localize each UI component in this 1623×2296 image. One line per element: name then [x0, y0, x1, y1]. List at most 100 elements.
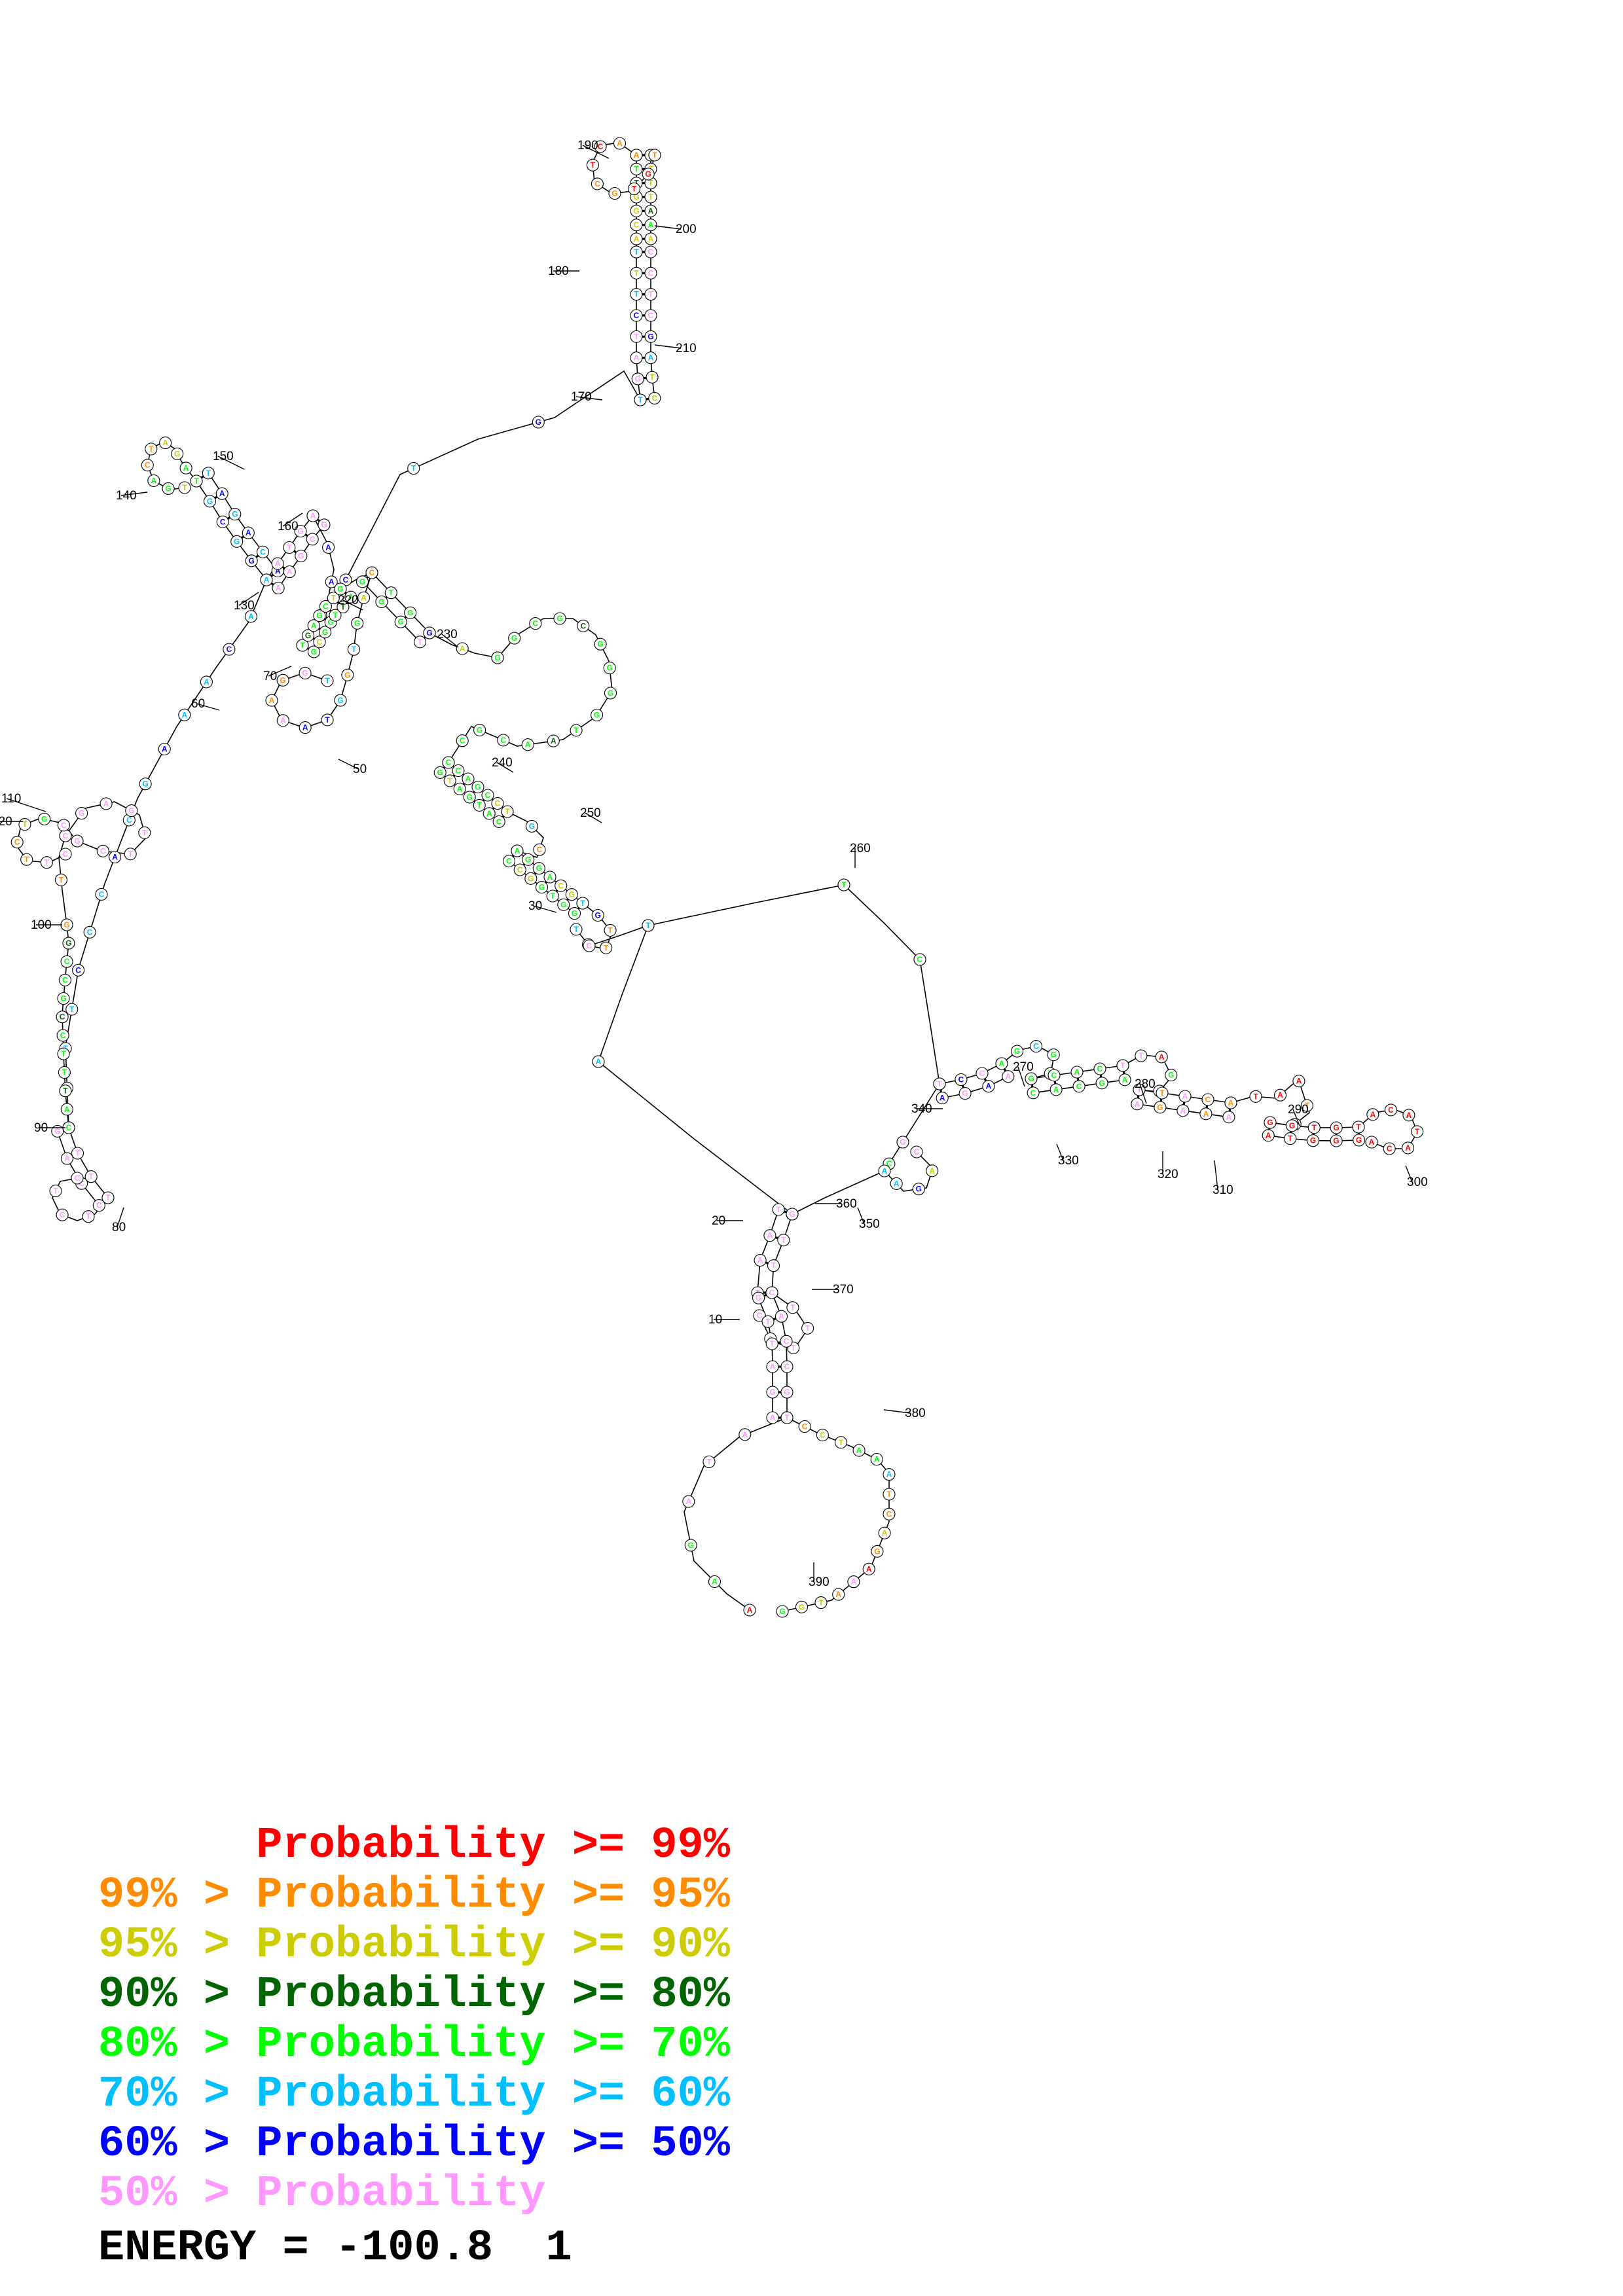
svg-text:230: 230 [437, 628, 458, 641]
svg-text:90: 90 [34, 1121, 48, 1135]
svg-text:A: A [648, 353, 654, 363]
svg-text:G: G [437, 768, 443, 777]
svg-text:T: T [24, 855, 29, 864]
svg-text:G: G [142, 780, 148, 789]
svg-text:T: T [632, 184, 637, 193]
svg-text:A: A [515, 846, 520, 855]
svg-text:A: A [457, 784, 463, 793]
svg-text:A: A [1277, 1090, 1283, 1100]
svg-text:A: A [112, 853, 118, 862]
svg-text:C: C [87, 927, 93, 937]
svg-text:T: T [771, 1261, 776, 1270]
svg-text:T: T [649, 372, 655, 382]
svg-text:G: G [297, 527, 303, 536]
svg-text:C: C [532, 619, 538, 628]
svg-text:G: G [64, 920, 69, 929]
svg-text:360: 360 [836, 1197, 857, 1211]
svg-text:T: T [105, 1193, 111, 1202]
svg-text:T: T [765, 1317, 771, 1326]
svg-text:A: A [151, 476, 156, 485]
svg-text:A: A [1074, 1067, 1080, 1077]
svg-text:A: A [1180, 1106, 1186, 1115]
svg-text:C: C [317, 637, 323, 647]
svg-text:A: A [886, 1470, 892, 1479]
svg-text:A: A [64, 1154, 70, 1163]
svg-text:A: A [882, 1166, 888, 1175]
svg-text:C: C [886, 1509, 892, 1518]
svg-text:A: A [999, 1059, 1005, 1068]
svg-text:T: T [418, 637, 423, 647]
svg-text:G: G [1051, 1050, 1057, 1060]
svg-text:A: A [103, 799, 109, 808]
svg-text:T: T [634, 164, 639, 173]
svg-text:130: 130 [234, 599, 255, 613]
svg-text:C: C [1033, 1042, 1039, 1051]
svg-text:G: G [311, 647, 317, 656]
svg-text:T: T [608, 925, 613, 935]
svg-text:C: C [60, 1013, 65, 1022]
svg-text:C: C [784, 1362, 790, 1371]
svg-text:T: T [646, 921, 651, 930]
svg-text:T: T [477, 800, 483, 810]
svg-text:T: T [389, 588, 394, 598]
svg-text:160: 160 [278, 520, 299, 533]
svg-text:20: 20 [712, 1214, 725, 1228]
svg-text:C: C [648, 311, 654, 320]
svg-text:A: A [1159, 1052, 1165, 1062]
svg-text:A: A [1370, 1110, 1376, 1119]
svg-text:G: G [337, 584, 343, 594]
svg-text:T: T [333, 611, 338, 620]
svg-text:T: T [790, 1303, 795, 1312]
svg-text:A: A [162, 745, 168, 754]
svg-text:G: G [611, 189, 617, 198]
svg-text:A: A [851, 1577, 857, 1587]
svg-text:T: T [45, 858, 50, 867]
svg-text:G: G [280, 675, 285, 685]
svg-text:T: T [128, 850, 134, 859]
svg-text:G: G [165, 484, 171, 493]
svg-text:C: C [587, 941, 593, 950]
svg-text:G: G [646, 170, 651, 179]
svg-text:G: G [769, 1388, 775, 1397]
svg-text:A: A [1122, 1075, 1128, 1085]
svg-text:C: C [648, 268, 654, 278]
svg-text:C: C [1076, 1082, 1082, 1091]
svg-text:G: G [494, 653, 500, 662]
svg-text:G: G [234, 537, 240, 546]
svg-text:G: G [475, 783, 481, 792]
svg-text:C: C [648, 247, 654, 257]
svg-text:C: C [1205, 1095, 1211, 1104]
svg-text:C: C [496, 817, 502, 826]
svg-text:A: A [547, 872, 553, 882]
svg-text:T: T [604, 943, 609, 952]
svg-text:C: C [1388, 1105, 1394, 1115]
svg-text:T: T [805, 1323, 811, 1333]
svg-text:110: 110 [1, 792, 21, 806]
svg-text:A: A [525, 740, 531, 749]
svg-text:C: C [517, 865, 523, 874]
svg-text:A: A [287, 567, 293, 577]
svg-text:G: G [305, 631, 311, 640]
svg-text:C: C [580, 621, 586, 630]
svg-text:170: 170 [571, 390, 592, 404]
svg-text:A: A [929, 1166, 935, 1175]
svg-text:T: T [352, 645, 357, 654]
svg-text:G: G [302, 668, 308, 677]
svg-text:C: C [784, 1336, 790, 1346]
svg-text:G: G [608, 689, 613, 698]
svg-text:A: A [596, 1057, 602, 1066]
svg-text:60: 60 [191, 697, 205, 711]
svg-text:G: G [128, 806, 134, 816]
svg-text:180: 180 [548, 264, 569, 278]
svg-text:T: T [194, 476, 199, 486]
svg-text:C: C [485, 791, 491, 800]
svg-text:A: A [1182, 1092, 1188, 1101]
svg-text:T: T [1288, 1134, 1293, 1143]
svg-text:50: 50 [353, 762, 367, 776]
svg-text:G: G [337, 696, 343, 705]
svg-text:G: G [322, 628, 328, 637]
svg-text:T: T [89, 1172, 94, 1181]
svg-text:320: 320 [1158, 1168, 1178, 1181]
svg-text:A: A [465, 774, 471, 783]
svg-text:G: G [528, 874, 534, 883]
